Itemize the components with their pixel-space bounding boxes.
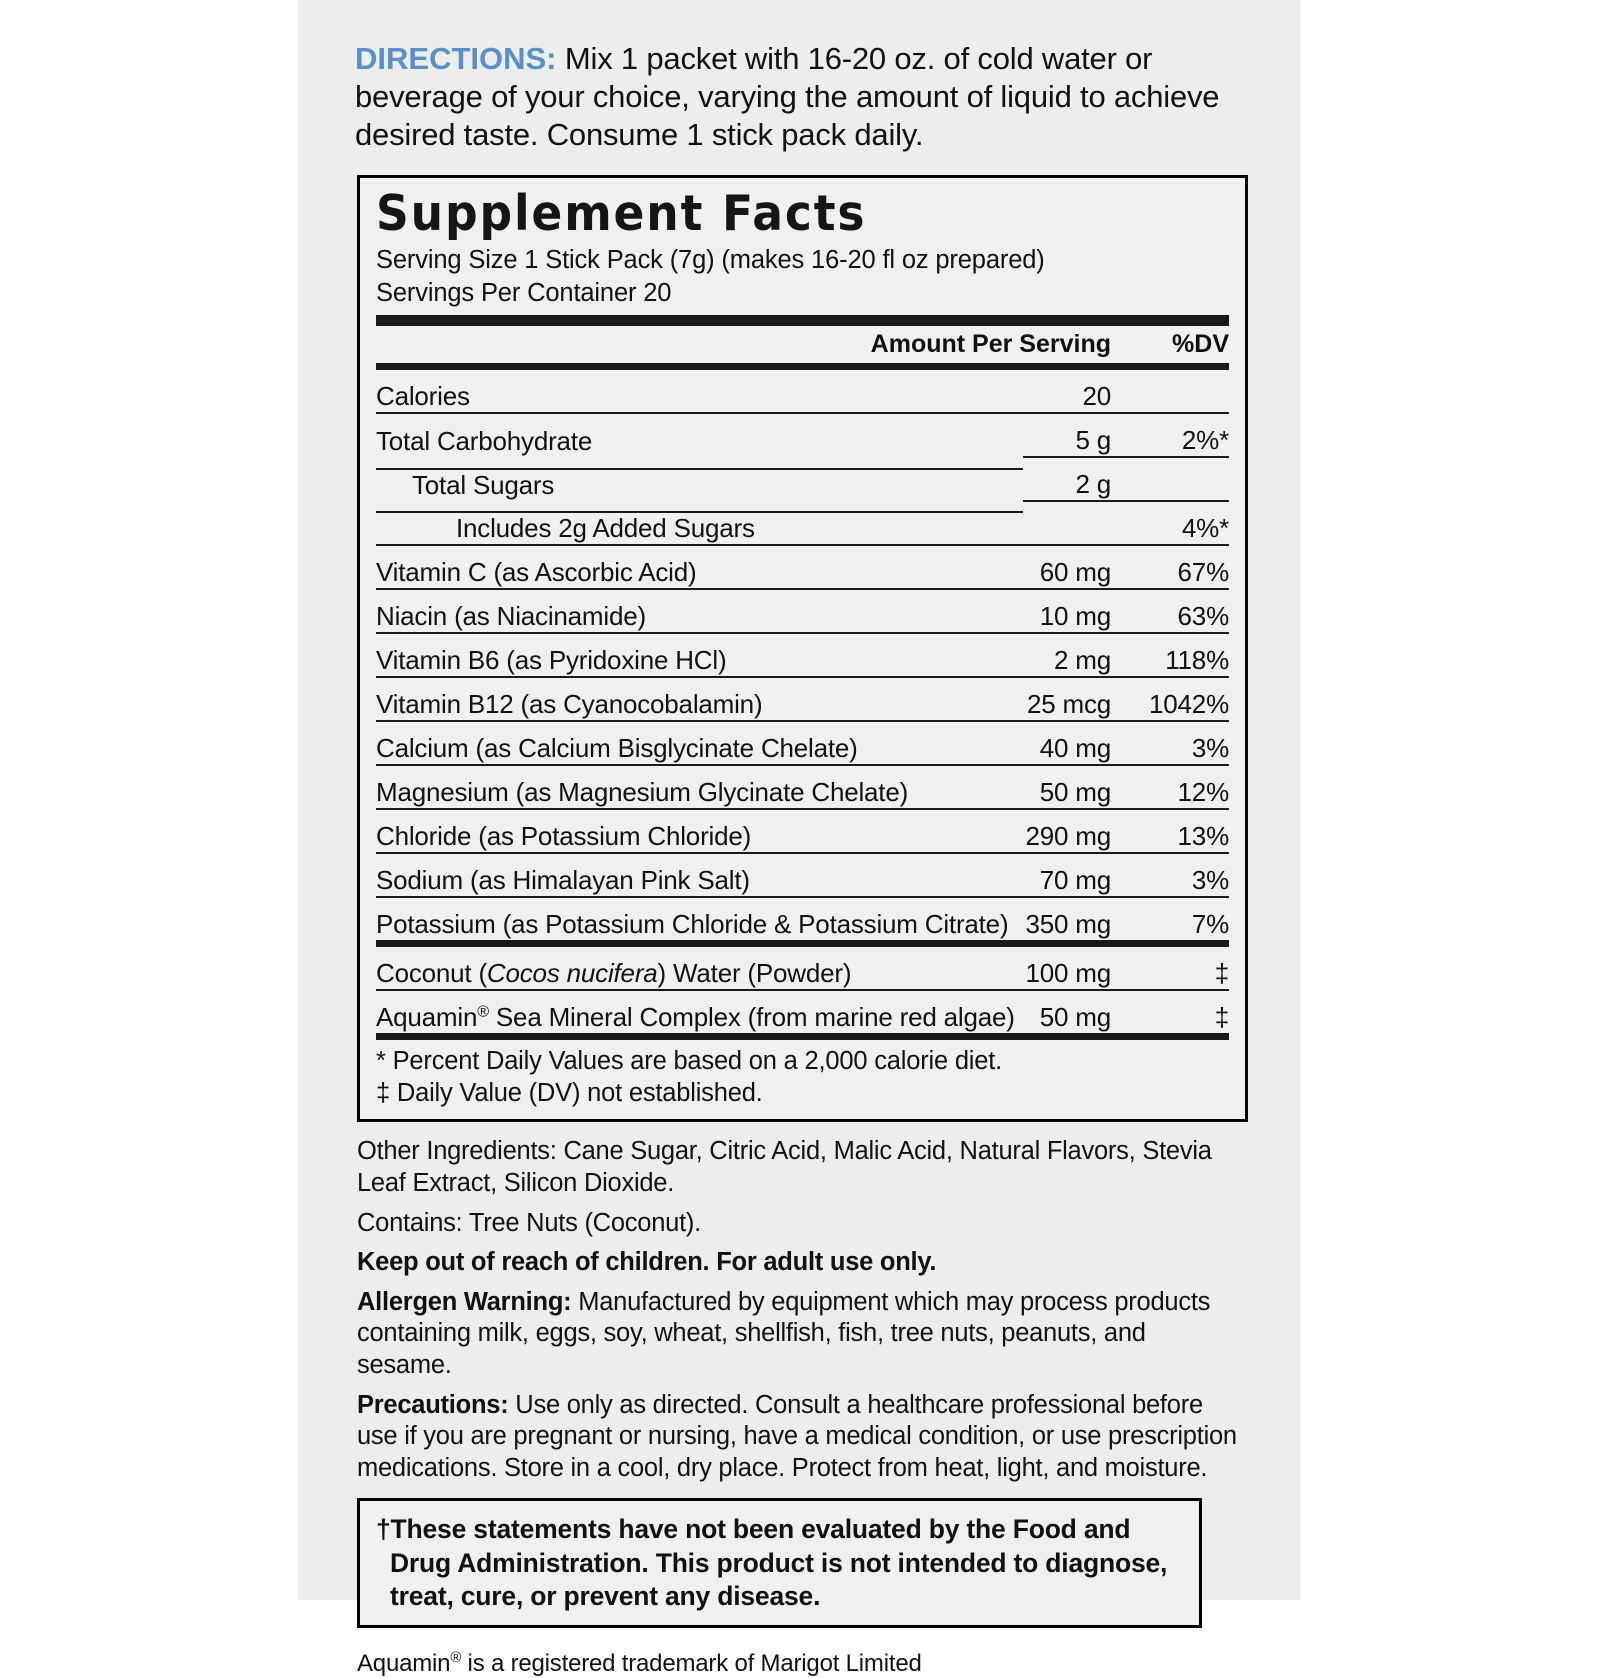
header-amount-per-serving: Amount Per Serving bbox=[870, 329, 1111, 358]
nutrient-amount bbox=[1023, 499, 1111, 545]
table-row: Total Carbohydrate 5 g 2%* bbox=[376, 411, 1229, 457]
nutrient-name: Niacin (as Niacinamide) bbox=[376, 587, 1024, 633]
nutrient-amount: 50 mg bbox=[1023, 763, 1111, 809]
ingredient-name: Coconut (Cocos nucifera) Water (Powder) bbox=[376, 957, 852, 988]
nutrient-percent-dv: 7% bbox=[1111, 895, 1229, 940]
precautions-label: Precautions: bbox=[357, 1390, 509, 1419]
table-row: Vitamin B12 (as Cyanocobalamin) 25 mcg 104… bbox=[376, 675, 1229, 721]
supplement-facts-title: Supplement Facts bbox=[376, 185, 867, 243]
nutrient-percent-dv: 1042% bbox=[1111, 675, 1229, 721]
supplement-label-card: DIRECTIONS: Mix 1 packet with 16-20 oz. … bbox=[298, 0, 1300, 1677]
nutrient-name: Sodium (as Himalayan Pink Salt) bbox=[376, 851, 1024, 897]
nutrient-percent-dv: 2%* bbox=[1111, 411, 1229, 457]
ingredient-name: Aquamin® Sea Mineral Complex (from marin… bbox=[376, 988, 1025, 1033]
table-row: Magnesium (as Magnesium Glycinate Chelat… bbox=[376, 763, 1229, 809]
ingredient-amount: 100 mg bbox=[1025, 957, 1111, 988]
footnote-dv-not-established: ‡ Daily Value (DV) not established. bbox=[376, 1078, 763, 1107]
nutrient-name: Vitamin B6 (as Pyridoxine HCl) bbox=[376, 631, 1024, 677]
nutrient-percent-dv: 4%* bbox=[1111, 499, 1229, 545]
table-row: Vitamin B6 (as Pyridoxine HCl) 2 mg 118% bbox=[376, 631, 1229, 677]
nutrient-amount: 350 mg bbox=[1023, 895, 1111, 940]
table-row: Total Sugars 2 g bbox=[376, 455, 1229, 501]
divider-thick-top bbox=[376, 314, 1229, 326]
directions-paragraph: DIRECTIONS: Mix 1 packet with 16-20 oz. … bbox=[328, 40, 1250, 153]
serving-size-text: Serving Size 1 Stick Pack (7g) (makes 16… bbox=[376, 246, 1045, 275]
nutrient-name: Magnesium (as Magnesium Glycinate Chelat… bbox=[376, 763, 1024, 809]
nutrient-name: Total Carbohydrate bbox=[376, 411, 1024, 457]
nutrient-amount: 2 mg bbox=[1023, 631, 1111, 677]
supplement-facts-table: Amount Per Serving %DV bbox=[376, 326, 1229, 363]
divider-medium-before-blend bbox=[376, 939, 1229, 947]
footnote-percent-daily-value: * Percent Daily Values are based on a 2,… bbox=[376, 1046, 1003, 1075]
table-row: Aquamin® Sea Mineral Complex (from marin… bbox=[376, 988, 1229, 1033]
fda-disclaimer-text: †These statements have not been evaluate… bbox=[376, 1514, 1168, 1611]
nutrient-percent-dv: 13% bbox=[1111, 807, 1229, 853]
fda-disclaimer-box: †These statements have not been evaluate… bbox=[357, 1498, 1202, 1628]
allergen-warning-paragraph: Allergen Warning: Manufactured by equipm… bbox=[357, 1287, 1246, 1382]
table-row: Calcium (as Calcium Bisglycinate Chelate… bbox=[376, 719, 1229, 765]
table-row: Chloride (as Potassium Chloride) 290 mg 13… bbox=[376, 807, 1229, 853]
other-ingredients-text: Other Ingredients: Cane Sugar, Citric Ac… bbox=[357, 1137, 1212, 1197]
nutrient-percent-dv: 63% bbox=[1111, 587, 1229, 633]
supplement-facts-box: Supplement Facts Serving Size 1 Stick Pa… bbox=[357, 175, 1248, 1123]
allergen-warning-body: Manufactured by equipment which may proc… bbox=[357, 1287, 1211, 1380]
nutrient-percent-dv: 118% bbox=[1111, 631, 1229, 677]
nutrient-name: Total Sugars bbox=[376, 457, 1024, 501]
nutrient-percent-dv: 3% bbox=[1111, 719, 1229, 765]
nutrient-amount: 40 mg bbox=[1023, 719, 1111, 765]
table-row: Coconut (Cocos nucifera) Water (Powder) 1… bbox=[376, 947, 1229, 990]
table-row: Includes 2g Added Sugars 4%* bbox=[376, 499, 1229, 545]
precautions-body: Use only as directed. Consult a healthca… bbox=[357, 1390, 1237, 1482]
nutrient-amount: 70 mg bbox=[1023, 851, 1111, 897]
ingredient-amount: 50 mg bbox=[1024, 988, 1111, 1033]
supplement-facts-secondary-rows: Coconut (Cocos nucifera) Water (Powder) 1… bbox=[376, 947, 1229, 1033]
directions-body: Mix 1 packet with 16-20 oz. of cold wate… bbox=[355, 41, 1220, 152]
nutrient-percent-dv bbox=[1111, 455, 1229, 501]
nutrient-amount: 2 g bbox=[1023, 455, 1111, 501]
directions-label: DIRECTIONS: bbox=[355, 41, 557, 76]
nutrient-amount: 10 mg bbox=[1023, 587, 1111, 633]
precautions-paragraph: Precautions: Use only as directed. Consu… bbox=[357, 1390, 1246, 1485]
ingredient-percent-dv: ‡ bbox=[1111, 988, 1229, 1033]
table-row: Vitamin C (as Ascorbic Acid) 60 mg 67% bbox=[376, 543, 1229, 589]
supplement-facts-rows: Calories 20 Total Carbohydrate 5 g 2%* Total … bbox=[376, 370, 1229, 940]
allergen-warning-label: Allergen Warning: bbox=[357, 1287, 572, 1316]
trademark-notice: Aquamin® is a registered trademark of Ma… bbox=[357, 1649, 922, 1677]
registered-trademark-icon: ® bbox=[477, 1001, 489, 1020]
nutrient-name: Vitamin C (as Ascorbic Acid) bbox=[376, 543, 1024, 589]
divider-medium-under-header bbox=[376, 362, 1229, 370]
nutrient-name: Calcium (as Calcium Bisglycinate Chelate… bbox=[376, 719, 1024, 765]
header-percent-dv: %DV bbox=[1172, 329, 1229, 358]
keep-out-of-reach-text: Keep out of reach of children. For adult… bbox=[357, 1248, 937, 1277]
divider-medium-before-footnotes bbox=[376, 1032, 1229, 1040]
ingredient-percent-dv: ‡ bbox=[1214, 957, 1229, 988]
supplement-facts-footnotes: * Percent Daily Values are based on a 2,… bbox=[376, 1040, 1229, 1110]
nutrient-name: Includes 2g Added Sugars bbox=[376, 501, 1024, 545]
nutrient-percent-dv: 12% bbox=[1111, 763, 1229, 809]
table-header-row: Amount Per Serving %DV bbox=[376, 326, 1229, 363]
table-row: Calories 20 bbox=[376, 370, 1229, 413]
registered-trademark-icon: ® bbox=[450, 1649, 462, 1666]
nutrient-amount: 20 bbox=[1082, 380, 1111, 411]
contains-allergens-text: Contains: Tree Nuts (Coconut). bbox=[357, 1208, 701, 1237]
nutrient-percent-dv bbox=[1111, 370, 1229, 413]
nutrient-amount: 25 mcg bbox=[1023, 675, 1111, 721]
nutrient-name: Calories bbox=[376, 380, 470, 411]
nutrient-name: Chloride (as Potassium Chloride) bbox=[376, 807, 1024, 853]
nutrient-amount: 5 g bbox=[1023, 411, 1111, 457]
lower-info-block: Other Ingredients: Cane Sugar, Citric Ac… bbox=[357, 1136, 1246, 1484]
nutrient-percent-dv: 3% bbox=[1111, 851, 1229, 897]
nutrient-amount: 60 mg bbox=[1023, 543, 1111, 589]
nutrient-name: Potassium (as Potassium Chloride & Potas… bbox=[376, 895, 1024, 940]
nutrient-name: Vitamin B12 (as Cyanocobalamin) bbox=[376, 675, 1024, 721]
nutrient-amount: 290 mg bbox=[1023, 807, 1111, 853]
table-row: Niacin (as Niacinamide) 10 mg 63% bbox=[376, 587, 1229, 633]
table-row: Sodium (as Himalayan Pink Salt) 70 mg 3% bbox=[376, 851, 1229, 897]
latin-binomial: Cocos nucifera bbox=[486, 957, 658, 988]
nutrient-percent-dv: 67% bbox=[1111, 543, 1229, 589]
servings-per-container-text: Servings Per Container 20 bbox=[376, 278, 672, 307]
table-row: Potassium (as Potassium Chloride & Potas… bbox=[376, 895, 1229, 940]
